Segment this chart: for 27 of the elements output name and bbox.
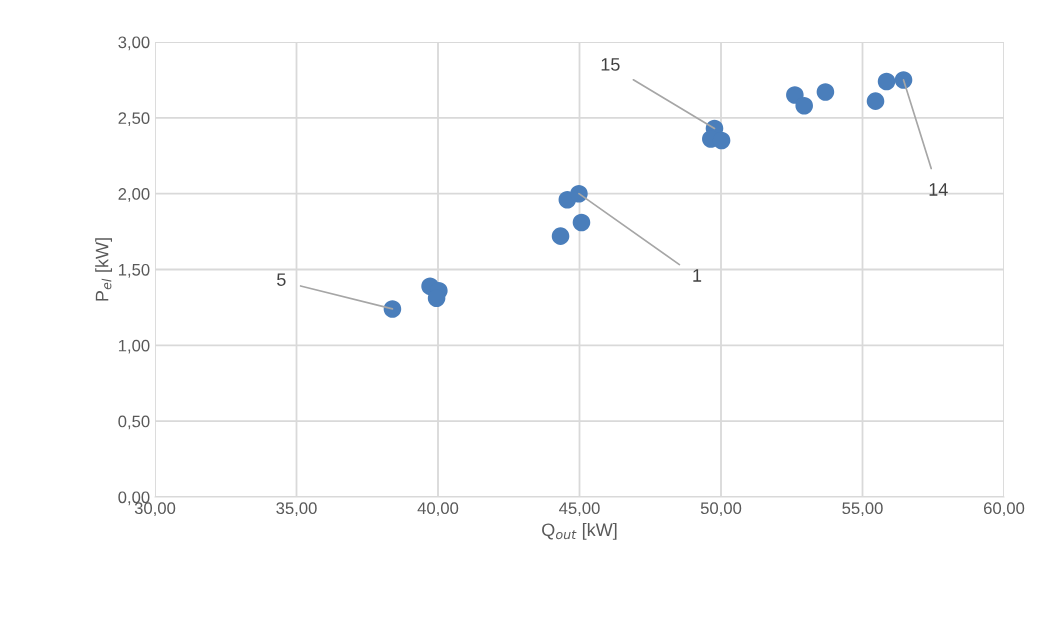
y-tick-label: 2,50: [118, 112, 150, 127]
x-tick-label: 50,00: [700, 502, 742, 517]
x-tick-label: 40,00: [417, 502, 459, 517]
point: [877, 72, 896, 91]
point: [570, 184, 588, 203]
y-tick-label: 3,00: [118, 36, 150, 51]
y-tick-label: 1,00: [118, 339, 150, 354]
point: [383, 300, 402, 318]
y-tick-label: 1,50: [118, 263, 150, 278]
y-tick-label: 2,00: [118, 188, 150, 202]
annotation: 5: [277, 273, 286, 286]
point: [572, 213, 591, 232]
point: [795, 96, 813, 115]
x-axis-title: Q$_{out}$ [kW]: [542, 522, 617, 540]
x-tick-label: 55,00: [842, 502, 883, 517]
annotation: 15: [601, 58, 620, 71]
annotation: 14: [929, 183, 948, 196]
x-tick-label: 35,00: [276, 502, 317, 517]
point: [866, 92, 885, 110]
point: [551, 227, 570, 245]
point: [816, 83, 835, 101]
x-tick-label: 60,00: [983, 502, 1025, 517]
x-tick-label: 45,00: [559, 502, 600, 517]
y-axis-title: P$_{el}$ [kW]: [95, 238, 113, 301]
y-tick-label: 0,50: [118, 415, 150, 430]
point: [894, 71, 913, 89]
annotation: 1: [693, 269, 702, 282]
